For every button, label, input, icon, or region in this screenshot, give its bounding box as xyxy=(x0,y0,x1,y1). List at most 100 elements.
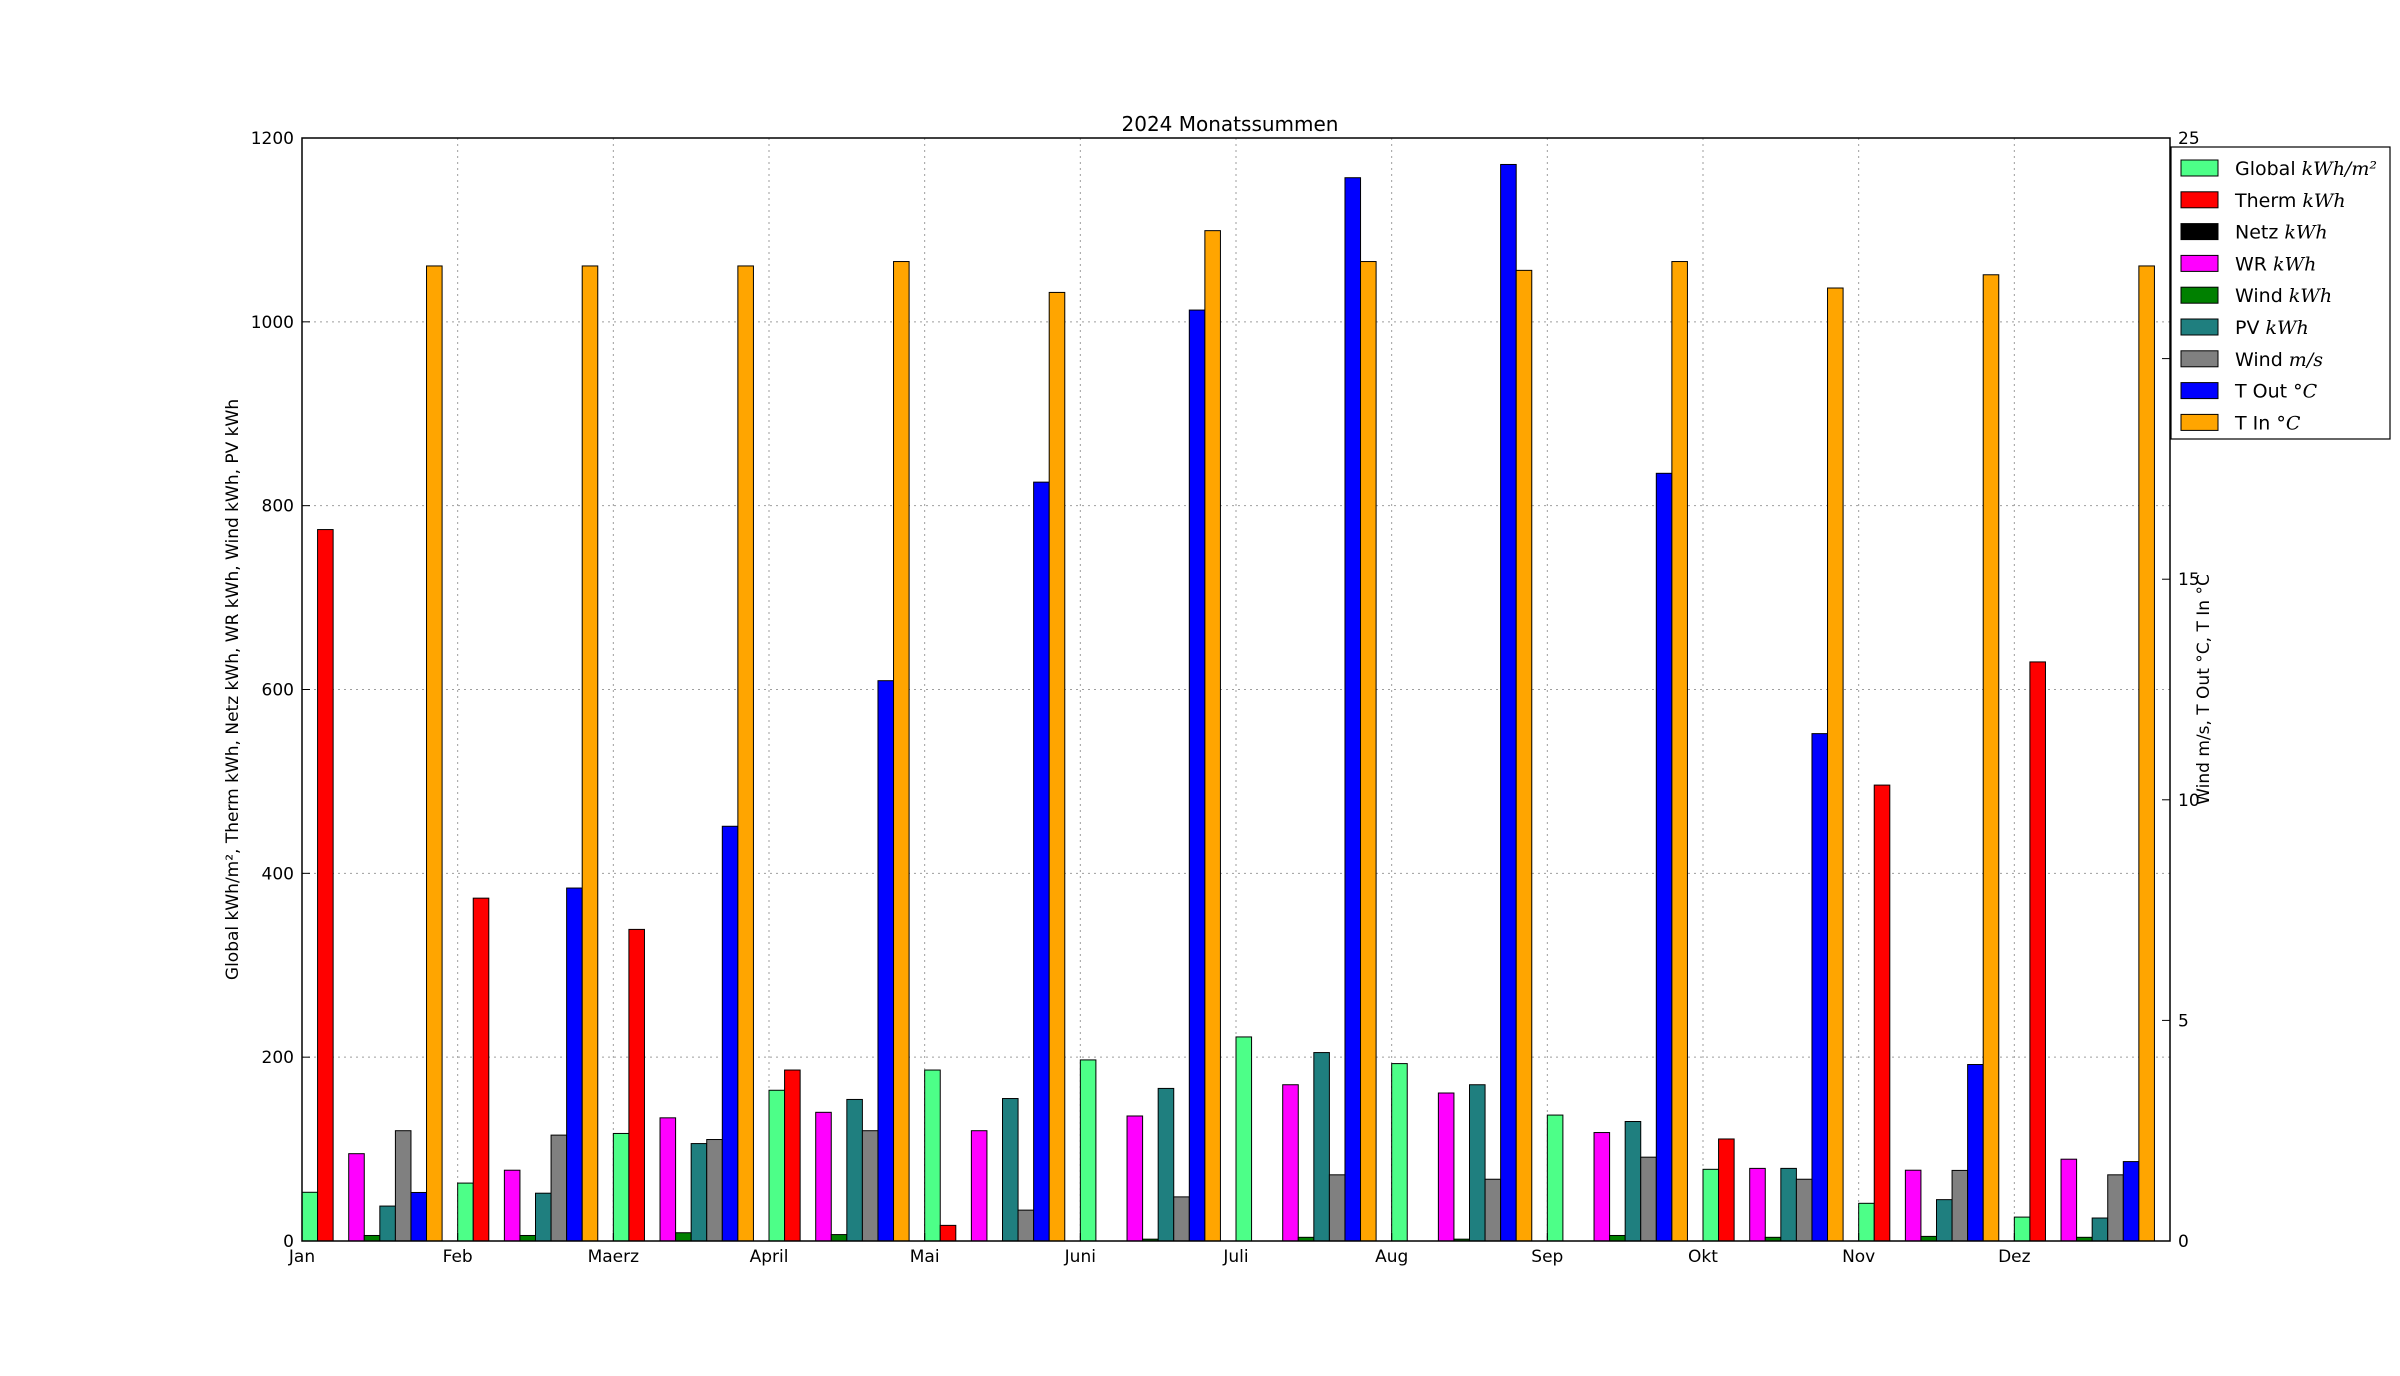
legend-swatch xyxy=(2180,350,2219,368)
bar xyxy=(566,887,583,1242)
x-tick-label: Maerz xyxy=(588,1247,640,1267)
legend-unit: kWh xyxy=(2273,253,2316,275)
bar xyxy=(301,1191,319,1242)
legend-swatch xyxy=(2180,159,2219,177)
bar xyxy=(1702,1168,1720,1242)
legend-item: WR kWh xyxy=(2235,253,2316,275)
bar xyxy=(939,1224,957,1242)
bar xyxy=(815,1111,832,1242)
bar xyxy=(1795,1178,1813,1242)
bar xyxy=(628,928,645,1242)
bar xyxy=(1469,1084,1486,1242)
x-tick-label: Juli xyxy=(1222,1247,1248,1267)
bar xyxy=(737,265,754,1242)
bar xyxy=(1811,733,1829,1242)
bar xyxy=(550,1134,568,1242)
bar xyxy=(1017,1209,1035,1242)
bar xyxy=(721,825,739,1242)
bar xyxy=(379,1205,396,1242)
y-tick-label-left: 200 xyxy=(262,1048,294,1068)
bar xyxy=(519,1234,536,1242)
bar xyxy=(1188,309,1206,1242)
legend-item: Wind kWh xyxy=(2235,285,2332,307)
bar xyxy=(426,265,443,1242)
legend-swatch xyxy=(2180,223,2219,241)
bar xyxy=(348,1153,365,1242)
bar xyxy=(1546,1114,1564,1242)
bar xyxy=(1157,1087,1175,1242)
bar xyxy=(877,680,895,1242)
x-tick-label: Okt xyxy=(1688,1247,1718,1267)
bar xyxy=(1827,287,1844,1242)
bar xyxy=(1873,784,1891,1242)
legend-swatch xyxy=(2180,318,2219,336)
bar xyxy=(1671,261,1688,1242)
bar xyxy=(1033,481,1050,1242)
bar xyxy=(535,1192,552,1242)
bar xyxy=(861,1130,879,1242)
bar xyxy=(1126,1115,1144,1242)
bar xyxy=(690,1143,708,1242)
legend-swatch xyxy=(2180,286,2219,304)
legend-item: Therm kWh xyxy=(2234,190,2346,212)
y-tick-label-left: 400 xyxy=(262,864,294,884)
legend-label: Therm xyxy=(2234,190,2302,212)
y-axis-label-right: Wind m/s, T Out °C, T In °C xyxy=(2194,574,2214,805)
bar xyxy=(317,529,334,1242)
bar xyxy=(1328,1174,1346,1242)
bar xyxy=(503,1169,521,1242)
bar xyxy=(2060,1158,2078,1242)
legend-label: WR xyxy=(2235,253,2273,275)
x-tick-label: Feb xyxy=(443,1247,473,1267)
bar xyxy=(830,1234,848,1242)
bar xyxy=(1002,1098,1019,1242)
bar xyxy=(1904,1169,1922,1242)
bar xyxy=(659,1117,677,1242)
bar xyxy=(2013,1216,2031,1242)
y-tick-label-right: 5 xyxy=(2178,1011,2189,1031)
x-tick-label: Juni xyxy=(1064,1247,1096,1267)
legend-item: Global kWh/m² xyxy=(2235,158,2377,180)
bar xyxy=(612,1132,630,1242)
legend-unit: kWh/m² xyxy=(2302,158,2377,180)
axis-ticks: 0200400600800100012000510152025JanFebMae… xyxy=(251,129,2200,1267)
legend-unit: °C xyxy=(2293,381,2318,403)
bar xyxy=(924,1069,941,1242)
bar xyxy=(768,1089,786,1242)
bar xyxy=(1967,1064,1984,1242)
y-tick-label-right: 15 xyxy=(2178,570,2200,590)
bar xyxy=(1360,261,1377,1242)
bar xyxy=(1204,230,1221,1242)
bar xyxy=(893,261,910,1242)
legend-unit: kWh xyxy=(2266,317,2309,339)
y-tick-label-right: 0 xyxy=(2178,1232,2189,1252)
y-tick-label-right: 10 xyxy=(2178,791,2200,811)
y-axis-label-left: Global kWh/m², Therm kWh, Netz kWh, WR k… xyxy=(223,399,243,980)
bar xyxy=(1313,1052,1330,1242)
bar xyxy=(2029,661,2046,1242)
bar xyxy=(970,1130,988,1242)
bar xyxy=(1718,1138,1735,1242)
bar xyxy=(1344,177,1362,1242)
x-tick-label: Sep xyxy=(1531,1247,1563,1267)
bar xyxy=(457,1182,474,1242)
bar xyxy=(1282,1084,1299,1242)
bar xyxy=(472,897,490,1242)
legend-swatch xyxy=(2180,413,2219,431)
bar xyxy=(1749,1167,1766,1242)
bar xyxy=(784,1069,801,1242)
bar xyxy=(1858,1202,1875,1242)
bar xyxy=(2107,1174,2124,1242)
bar xyxy=(1173,1196,1190,1242)
legend-item: PV kWh xyxy=(2235,317,2309,339)
legend-swatch xyxy=(2180,382,2219,400)
legend-swatch xyxy=(2180,191,2219,209)
legend-label: PV xyxy=(2235,317,2266,339)
legend-label: Netz xyxy=(2235,222,2284,244)
legend-label: Wind xyxy=(2235,349,2289,371)
bar xyxy=(846,1098,863,1242)
bar xyxy=(1593,1132,1611,1242)
x-tick-label: Jan xyxy=(288,1247,315,1267)
